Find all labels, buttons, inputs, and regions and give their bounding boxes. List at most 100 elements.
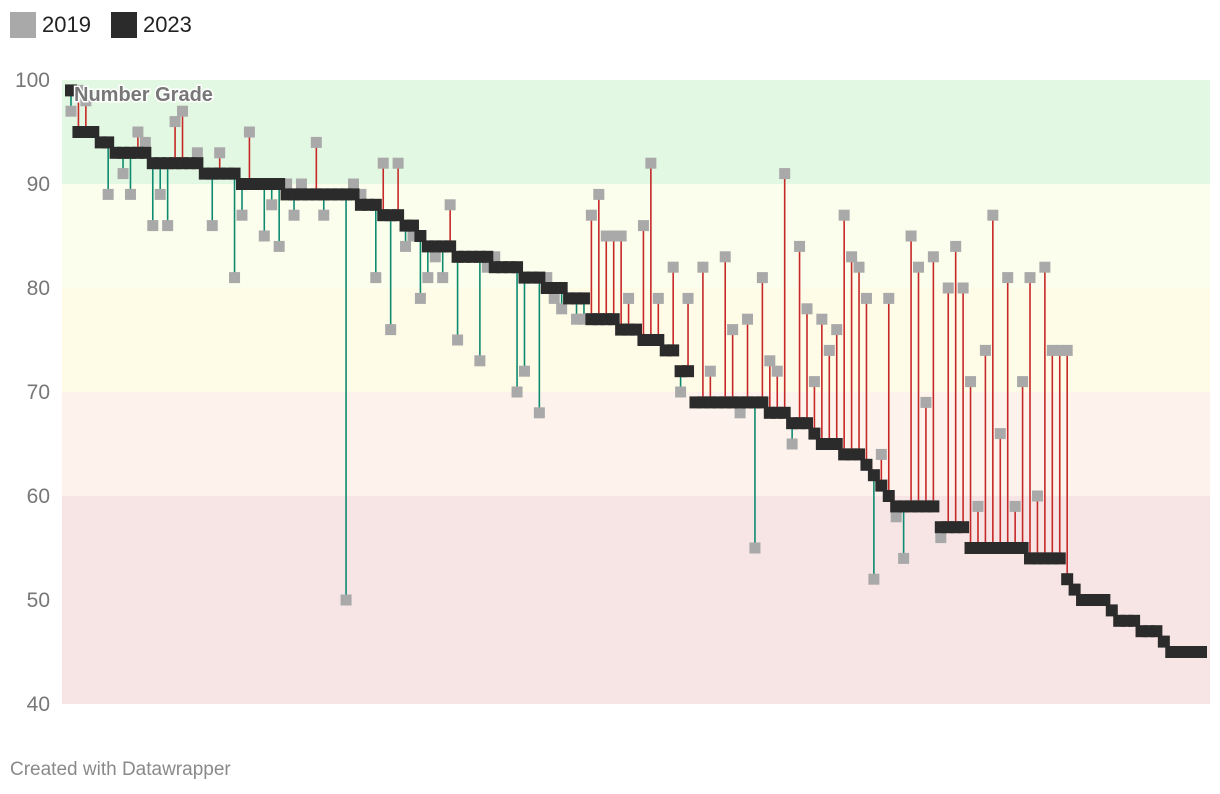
point-2023 xyxy=(473,250,486,263)
point-2019 xyxy=(965,376,977,388)
point-2019 xyxy=(1017,376,1029,388)
point-2019 xyxy=(950,240,962,252)
point-2019 xyxy=(593,188,605,200)
point-2019 xyxy=(1002,272,1014,284)
point-2019 xyxy=(72,84,84,96)
point-2019 xyxy=(124,188,136,200)
point-2019 xyxy=(779,168,791,180)
point-2019 xyxy=(385,324,397,336)
point-2019 xyxy=(489,251,501,263)
point-2019 xyxy=(994,428,1006,440)
point-2019 xyxy=(764,355,776,367)
y-tick-label: 60 xyxy=(27,485,50,508)
y-tick-label: 50 xyxy=(27,589,50,612)
grade-band-3 xyxy=(62,392,1210,496)
point-2019 xyxy=(615,230,627,242)
point-2019 xyxy=(139,136,151,148)
point-2019 xyxy=(429,251,441,263)
point-2019 xyxy=(571,313,583,325)
point-2019 xyxy=(422,272,434,284)
point-2019 xyxy=(243,126,255,138)
point-2023 xyxy=(273,178,286,190)
point-2019 xyxy=(1054,344,1066,356)
point-2023 xyxy=(444,240,457,253)
legend-item-2023: 2023 xyxy=(110,12,192,38)
point-2023 xyxy=(102,136,115,149)
y-tick-label: 80 xyxy=(27,277,50,300)
point-2019 xyxy=(801,303,813,315)
grade-band-2 xyxy=(62,288,1210,392)
point-2019 xyxy=(154,188,166,200)
point-2023 xyxy=(577,292,590,305)
legend-label-2019: 2019 xyxy=(42,12,91,37)
legend-swatch-2023 xyxy=(110,12,137,38)
point-2019 xyxy=(481,261,493,273)
point-2019 xyxy=(913,261,924,273)
point-2019 xyxy=(229,272,241,284)
point-2019 xyxy=(348,178,359,190)
point-2019 xyxy=(623,292,635,304)
point-2019 xyxy=(808,376,820,388)
point-2023 xyxy=(682,365,695,378)
y-axis-title: Number Grade xyxy=(74,84,213,106)
point-2019 xyxy=(972,500,984,512)
point-2019 xyxy=(771,365,783,377)
point-2023 xyxy=(1105,604,1118,617)
point-2023 xyxy=(927,500,940,513)
grade-band-1 xyxy=(62,184,1210,288)
point-2019 xyxy=(177,105,189,117)
point-2023 xyxy=(533,271,546,284)
point-2023 xyxy=(555,282,568,294)
legend-item-2019: 2019 xyxy=(10,12,91,38)
point-2023 xyxy=(392,209,405,222)
point-2023 xyxy=(406,219,419,232)
credit-footer: Created with Datawrapper xyxy=(10,759,231,780)
point-2019 xyxy=(310,136,322,148)
point-2019 xyxy=(719,251,731,263)
point-2023 xyxy=(667,344,680,357)
point-2019 xyxy=(816,313,828,325)
point-2019 xyxy=(957,282,969,294)
point-2019 xyxy=(637,220,649,232)
y-tick-label: 90 xyxy=(27,173,50,196)
point-2019 xyxy=(920,396,932,408)
point-2019 xyxy=(942,282,954,294)
point-2019 xyxy=(727,324,739,336)
point-2019 xyxy=(169,116,181,128)
point-2019 xyxy=(578,313,590,325)
point-2023 xyxy=(860,458,873,471)
point-2019 xyxy=(794,240,806,252)
point-2023 xyxy=(369,198,382,211)
point-2019 xyxy=(1031,490,1043,502)
point-2019 xyxy=(392,157,404,169)
point-2019 xyxy=(742,313,754,325)
point-2023 xyxy=(87,126,100,138)
point-2019 xyxy=(1024,272,1036,284)
y-tick-label: 70 xyxy=(27,381,50,404)
point-2019 xyxy=(860,292,872,304)
point-2019 xyxy=(318,209,330,221)
point-2019 xyxy=(935,532,947,544)
point-2019 xyxy=(147,220,159,232)
point-2019 xyxy=(875,448,887,460)
point-2019 xyxy=(898,552,910,564)
point-2019 xyxy=(697,261,709,273)
point-2019 xyxy=(883,292,895,304)
point-2019 xyxy=(281,178,293,190)
point-2023 xyxy=(1128,614,1141,627)
point-2019 xyxy=(400,240,412,252)
point-2019 xyxy=(414,292,426,304)
point-2019 xyxy=(1046,344,1058,356)
point-2023 xyxy=(867,469,880,482)
y-tick-label: 40 xyxy=(27,693,50,716)
point-2019 xyxy=(370,272,382,284)
point-2019 xyxy=(756,272,768,284)
point-2019 xyxy=(1061,344,1073,356)
point-2019 xyxy=(452,334,464,346)
point-2019 xyxy=(236,209,248,221)
point-2023 xyxy=(808,427,821,440)
point-2023 xyxy=(607,313,620,326)
point-2023 xyxy=(1053,552,1066,565)
point-2019 xyxy=(734,407,746,419)
